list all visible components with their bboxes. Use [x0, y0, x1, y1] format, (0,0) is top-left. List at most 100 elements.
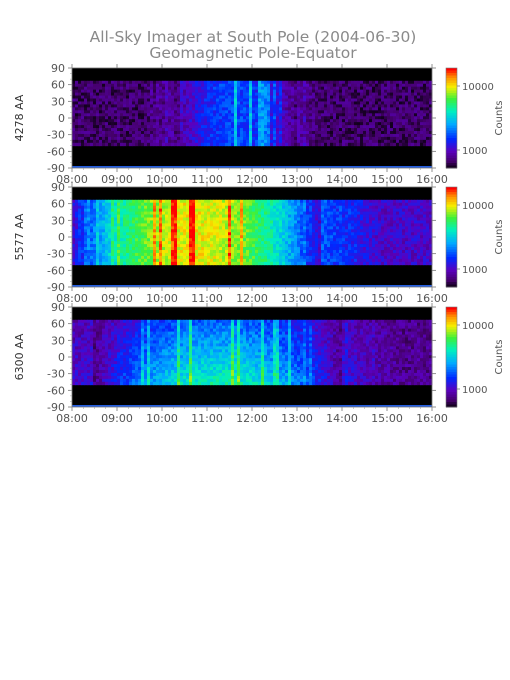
heatmap-cell [93, 258, 97, 263]
heatmap-cell [273, 247, 277, 251]
heatmap-cell [153, 211, 157, 215]
heatmap-cell [357, 131, 361, 135]
heatmap-cell [339, 101, 343, 105]
heatmap-cell [399, 98, 403, 102]
heatmap-cell [339, 92, 343, 96]
heatmap-cell [183, 250, 187, 254]
heatmap-cell [231, 244, 235, 248]
heatmap-cell [90, 116, 94, 120]
heatmap-cell [234, 95, 238, 99]
heatmap-cell [225, 223, 229, 227]
heatmap-cell [258, 229, 262, 233]
heatmap-cell [369, 202, 373, 207]
heatmap-cell [210, 226, 214, 230]
heatmap-cell [78, 255, 82, 260]
heatmap-cell [297, 113, 301, 117]
heatmap-cell [105, 202, 109, 207]
heatmap-cell [147, 107, 151, 111]
heatmap-cell [159, 136, 163, 141]
heatmap-cell [225, 208, 229, 212]
heatmap-cell [159, 122, 163, 126]
heatmap-cell [159, 214, 163, 218]
heatmap-cell [192, 202, 196, 207]
heatmap-cell [102, 131, 106, 135]
heatmap-cell [126, 142, 130, 147]
heatmap-cell [420, 139, 424, 144]
heatmap-cell [306, 238, 310, 242]
heatmap-cell [117, 92, 121, 96]
heatmap-cell [177, 202, 181, 207]
heatmap-cell [402, 142, 406, 147]
heatmap-cell [234, 214, 238, 218]
heatmap-cell [306, 89, 310, 93]
heatmap-cell [201, 241, 205, 245]
heatmap-cell [198, 220, 202, 224]
heatmap-cell [78, 226, 82, 230]
heatmap-cell [318, 261, 322, 266]
heatmap-cell [366, 232, 370, 236]
heatmap-cell [192, 226, 196, 230]
heatmap-cell [330, 217, 334, 221]
heatmap-cell [330, 128, 334, 132]
heatmap-cell [315, 220, 319, 224]
heatmap-cell [159, 139, 163, 144]
heatmap-cell [357, 104, 361, 108]
heatmap-cell [114, 261, 118, 266]
heatmap-cell [324, 238, 328, 242]
heatmap-cell [117, 238, 121, 242]
heatmap-cell [288, 211, 292, 215]
heatmap-cell [180, 113, 184, 117]
heatmap-cell [207, 252, 211, 257]
heatmap-cell [135, 131, 139, 135]
heatmap-cell [72, 199, 76, 204]
heatmap-cell [201, 252, 205, 257]
heatmap-cell [246, 128, 250, 132]
x-tick-label: 12:00 [236, 173, 268, 186]
heatmap-cell [165, 101, 169, 105]
heatmap-cell [360, 139, 364, 144]
heatmap-cell [297, 244, 301, 248]
colorbar-segment [446, 78, 457, 81]
heatmap-cell [213, 139, 217, 144]
heatmap-cell [363, 217, 367, 221]
heatmap-cell [366, 139, 370, 144]
heatmap-cell [276, 116, 280, 120]
heatmap-cell [318, 255, 322, 260]
heatmap-cell [291, 110, 295, 114]
heatmap-cell [360, 110, 364, 114]
heatmap-cell [156, 101, 160, 105]
heatmap-cell [288, 104, 292, 108]
heatmap-cell [348, 199, 352, 204]
heatmap-cell [96, 128, 100, 132]
heatmap-cell [186, 142, 190, 147]
heatmap-cell [105, 220, 109, 224]
heatmap-cell [384, 122, 388, 126]
heatmap-cell [99, 202, 103, 207]
heatmap-cell [156, 89, 160, 93]
heatmap-cell [345, 220, 349, 224]
heatmap-cell [381, 128, 385, 132]
heatmap-cell [84, 119, 88, 123]
heatmap-cell [225, 119, 229, 123]
heatmap-cell [180, 217, 184, 221]
heatmap-cell [339, 261, 343, 266]
heatmap-cell [399, 116, 403, 120]
heatmap-cell [336, 235, 340, 239]
heatmap-cell [228, 92, 232, 96]
colorbar-segment [446, 85, 457, 89]
heatmap-cell [180, 244, 184, 248]
heatmap-cell [429, 98, 433, 102]
heatmap-cell [354, 107, 358, 111]
heatmap-cell [360, 125, 364, 129]
heatmap-cell [243, 101, 247, 105]
heatmap-cell [234, 113, 238, 117]
heatmap-cell [405, 136, 409, 141]
heatmap-cell [324, 211, 328, 215]
heatmap-cell [138, 104, 142, 108]
heatmap-cell [369, 98, 373, 102]
heatmap-cell [321, 122, 325, 126]
heatmap-cell [117, 128, 121, 132]
heatmap-cell [231, 122, 235, 126]
heatmap-cell [96, 255, 100, 260]
heatmap-cell [399, 131, 403, 135]
